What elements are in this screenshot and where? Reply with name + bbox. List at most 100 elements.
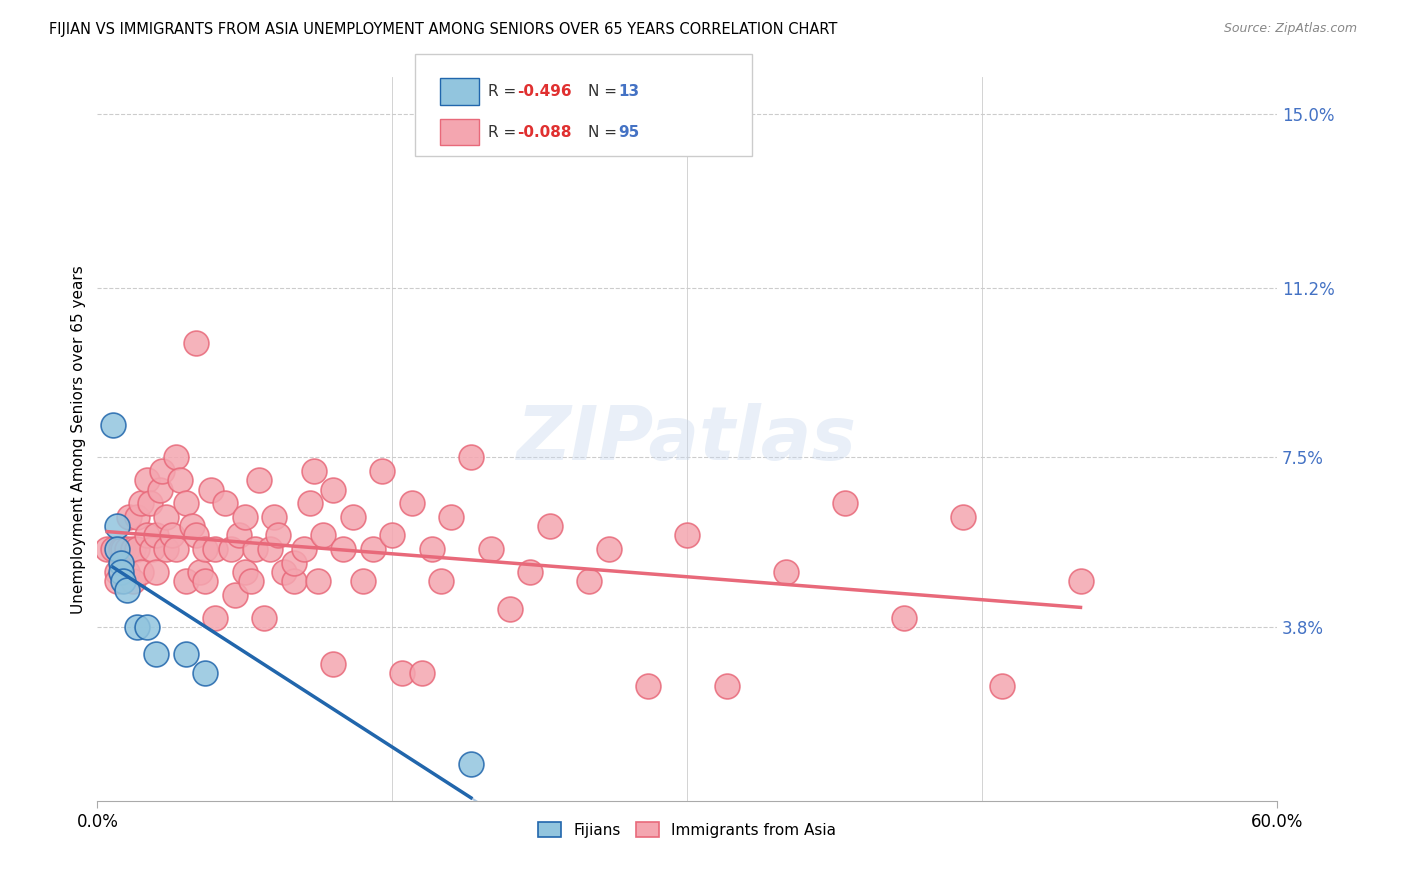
Point xyxy=(259,542,281,557)
Point xyxy=(145,565,167,579)
Point xyxy=(578,574,600,588)
Point xyxy=(834,496,856,510)
Point xyxy=(115,542,138,557)
Point xyxy=(361,542,384,557)
Point xyxy=(125,620,148,634)
Text: 95: 95 xyxy=(619,125,640,139)
Point xyxy=(155,510,177,524)
Point xyxy=(371,464,394,478)
Point xyxy=(105,519,128,533)
Point xyxy=(174,574,197,588)
Point xyxy=(135,474,157,488)
Point xyxy=(224,588,246,602)
Point xyxy=(538,519,561,533)
Point xyxy=(121,574,143,588)
Point xyxy=(155,542,177,557)
Point xyxy=(110,565,132,579)
Point xyxy=(139,496,162,510)
Y-axis label: Unemployment Among Seniors over 65 years: Unemployment Among Seniors over 65 years xyxy=(72,265,86,614)
Point xyxy=(125,542,148,557)
Point xyxy=(228,528,250,542)
Point xyxy=(460,757,482,772)
Point xyxy=(115,565,138,579)
Point xyxy=(150,464,173,478)
Point xyxy=(716,680,738,694)
Point xyxy=(184,336,207,351)
Point xyxy=(342,510,364,524)
Point xyxy=(598,542,620,557)
Point xyxy=(391,665,413,680)
Point xyxy=(302,464,325,478)
Point xyxy=(101,418,124,433)
Point xyxy=(141,542,163,557)
Point xyxy=(219,542,242,557)
Point xyxy=(194,542,217,557)
Text: -0.088: -0.088 xyxy=(517,125,572,139)
Point xyxy=(194,665,217,680)
Point xyxy=(145,648,167,662)
Point xyxy=(145,528,167,542)
Point xyxy=(115,583,138,598)
Point xyxy=(101,542,124,557)
Point xyxy=(111,542,134,557)
Text: 13: 13 xyxy=(619,85,640,99)
Point xyxy=(519,565,541,579)
Point xyxy=(184,528,207,542)
Point xyxy=(160,528,183,542)
Point xyxy=(381,528,404,542)
Point xyxy=(292,542,315,557)
Point xyxy=(298,496,321,510)
Point xyxy=(111,574,134,588)
Text: N =: N = xyxy=(588,125,621,139)
Point xyxy=(96,542,118,557)
Point xyxy=(105,542,128,557)
Point xyxy=(332,542,354,557)
Point xyxy=(188,565,211,579)
Point xyxy=(893,611,915,625)
Point xyxy=(214,496,236,510)
Point xyxy=(174,648,197,662)
Point xyxy=(174,496,197,510)
Point xyxy=(312,528,335,542)
Point xyxy=(118,510,141,524)
Point xyxy=(239,574,262,588)
Point xyxy=(499,601,522,615)
Point xyxy=(135,528,157,542)
Point xyxy=(952,510,974,524)
Text: R =: R = xyxy=(488,125,522,139)
Point xyxy=(200,483,222,497)
Point xyxy=(243,542,266,557)
Point xyxy=(401,496,423,510)
Point xyxy=(283,556,305,570)
Point xyxy=(121,542,143,557)
Point xyxy=(253,611,276,625)
Point xyxy=(149,483,172,497)
Point xyxy=(180,519,202,533)
Point xyxy=(129,565,152,579)
Point xyxy=(322,483,344,497)
Point xyxy=(105,565,128,579)
Point xyxy=(273,565,295,579)
Point xyxy=(165,542,187,557)
Point xyxy=(420,542,443,557)
Point xyxy=(283,574,305,588)
Point xyxy=(411,665,433,680)
Point xyxy=(460,450,482,465)
Point xyxy=(169,474,191,488)
Point xyxy=(204,611,226,625)
Point xyxy=(247,474,270,488)
Point xyxy=(233,510,256,524)
Point xyxy=(322,657,344,671)
Point xyxy=(125,510,148,524)
Point xyxy=(135,620,157,634)
Point xyxy=(129,496,152,510)
Point xyxy=(479,542,502,557)
Point xyxy=(676,528,699,542)
Text: ZIPatlas: ZIPatlas xyxy=(517,402,858,475)
Point xyxy=(110,556,132,570)
Point xyxy=(430,574,453,588)
Point xyxy=(233,565,256,579)
Point xyxy=(440,510,463,524)
Text: -0.496: -0.496 xyxy=(517,85,572,99)
Point xyxy=(105,574,128,588)
